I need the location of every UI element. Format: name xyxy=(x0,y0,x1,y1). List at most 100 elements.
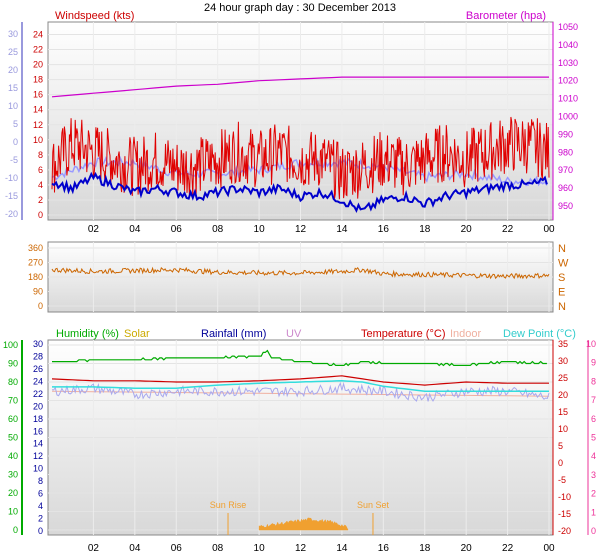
x-tick-label: 14 xyxy=(336,224,348,235)
compass-label: E xyxy=(558,287,565,299)
wind-tick-label: 18 xyxy=(33,75,43,85)
x-tick-label: 08 xyxy=(212,543,224,554)
humidity-tick-label: 100 xyxy=(3,340,18,350)
temp-tick-label: 20 xyxy=(8,65,18,75)
axes: 0202040406060808101012121414161618182020… xyxy=(3,22,596,554)
temp-tick-label: 10 xyxy=(8,101,18,111)
temp-tick-label: 25 xyxy=(558,373,568,383)
rain-tick-label: 10 xyxy=(33,464,43,474)
temp-tick-label: -10 xyxy=(558,492,571,502)
uv-tick-label: 9 xyxy=(591,358,596,368)
annotations: Sun Rise Sun Set xyxy=(210,500,390,535)
x-tick-label: 04 xyxy=(129,224,141,235)
rain-tick-label: 26 xyxy=(33,364,43,374)
x-tick-label: 10 xyxy=(254,224,266,235)
x-tick-label: 12 xyxy=(295,224,307,235)
x-tick-label: 20 xyxy=(461,543,473,554)
sunset-label: Sun Set xyxy=(357,500,390,510)
series xyxy=(51,76,550,531)
temp-tick-label: 15 xyxy=(558,407,568,417)
temp-tick-label: 0 xyxy=(558,458,563,468)
wind-direction-series xyxy=(51,266,550,280)
wind-tick-label: 8 xyxy=(38,150,43,160)
humidity-tick-label: 30 xyxy=(8,470,18,480)
x-tick-label: 06 xyxy=(171,543,183,554)
x-tick-label: 02 xyxy=(88,543,100,554)
x-tick-label: 02 xyxy=(88,224,100,235)
x-tick-label: 08 xyxy=(212,224,224,235)
wind-tick-label: 24 xyxy=(33,30,43,40)
wind-tick-label: 14 xyxy=(33,105,43,115)
temp-tick-label: 15 xyxy=(8,83,18,93)
wind-tick-label: 12 xyxy=(33,120,43,130)
legend-rainfall: Rainfall (mm) xyxy=(201,328,266,340)
legend-humidity: Humidity (%) xyxy=(56,328,119,340)
temp-tick-label: -15 xyxy=(5,191,18,201)
baro-tick-label: 980 xyxy=(558,147,573,157)
dir-tick-label: 270 xyxy=(28,258,43,268)
chart-title: 24 hour graph day : 30 December 2013 xyxy=(204,2,396,14)
uv-tick-label: 6 xyxy=(591,414,596,424)
humidity-series xyxy=(52,349,547,367)
rain-tick-label: 12 xyxy=(33,451,43,461)
humidity-tick-label: 90 xyxy=(8,359,18,369)
compass-label: N xyxy=(558,301,566,313)
humidity-tick-label: 10 xyxy=(8,507,18,517)
rain-tick-label: 8 xyxy=(38,476,43,486)
legend-solar: Solar xyxy=(124,328,150,340)
rain-tick-label: 2 xyxy=(38,514,43,524)
baro-tick-label: 1010 xyxy=(558,94,578,104)
x-tick-label: 16 xyxy=(378,224,390,235)
legend-indoor: Indoor xyxy=(450,328,482,340)
solar-series xyxy=(258,517,349,531)
humidity-tick-label: 80 xyxy=(8,377,18,387)
uv-tick-label: 5 xyxy=(591,433,596,443)
wind-tick-label: 10 xyxy=(33,135,43,145)
humidity-tick-label: 70 xyxy=(8,396,18,406)
rain-tick-label: 24 xyxy=(33,376,43,386)
rain-tick-label: 4 xyxy=(38,501,43,511)
average-wind-series xyxy=(51,171,548,214)
rain-tick-label: 16 xyxy=(33,426,43,436)
rain-tick-label: 30 xyxy=(33,339,43,349)
rain-tick-label: 22 xyxy=(33,389,43,399)
temp-tick-label: 5 xyxy=(13,119,18,129)
baro-tick-label: 1040 xyxy=(558,40,578,50)
uv-tick-label: 3 xyxy=(591,470,596,480)
compass-label: S xyxy=(558,272,565,284)
barometer-series xyxy=(51,76,549,98)
rain-tick-label: 14 xyxy=(33,439,43,449)
baro-tick-label: 1050 xyxy=(558,22,578,32)
humidity-tick-label: 40 xyxy=(8,451,18,461)
windspeed-series xyxy=(51,116,550,200)
rain-tick-label: 20 xyxy=(33,401,43,411)
secondary-temp-series xyxy=(51,381,550,402)
humidity-tick-label: 20 xyxy=(8,488,18,498)
rain-tick-label: 28 xyxy=(33,351,43,361)
barometer-label: Barometer (hpa) xyxy=(466,10,546,22)
x-tick-label: 22 xyxy=(502,224,514,235)
baro-tick-label: 970 xyxy=(558,165,573,175)
temp-tick-label: 10 xyxy=(558,424,568,434)
wind-tick-label: 2 xyxy=(38,195,43,205)
compass-label: N xyxy=(558,243,566,255)
temp-tick-label: -10 xyxy=(5,173,18,183)
sunrise-label: Sun Rise xyxy=(210,500,247,510)
x-tick-label: 10 xyxy=(254,543,266,554)
temp-tick-label: -5 xyxy=(10,155,18,165)
x-tick-label: 06 xyxy=(171,224,183,235)
baro-tick-label: 1000 xyxy=(558,112,578,122)
baro-tick-label: 990 xyxy=(558,129,573,139)
windspeed-label: Windspeed (kts) xyxy=(55,10,134,22)
temperature-series xyxy=(51,375,549,386)
compass-label: W xyxy=(558,258,569,270)
temp-tick-label: -5 xyxy=(558,475,566,485)
uv-tick-label: 1 xyxy=(591,507,596,517)
legend-dewpoint: Dew Point (°C) xyxy=(503,328,576,340)
temp-tick-label: -20 xyxy=(5,209,18,219)
rain-tick-label: 18 xyxy=(33,414,43,424)
temp-tick-label: -20 xyxy=(558,526,571,536)
x-tick-label: 00 xyxy=(543,224,555,235)
temp-tick-label: -15 xyxy=(558,509,571,519)
